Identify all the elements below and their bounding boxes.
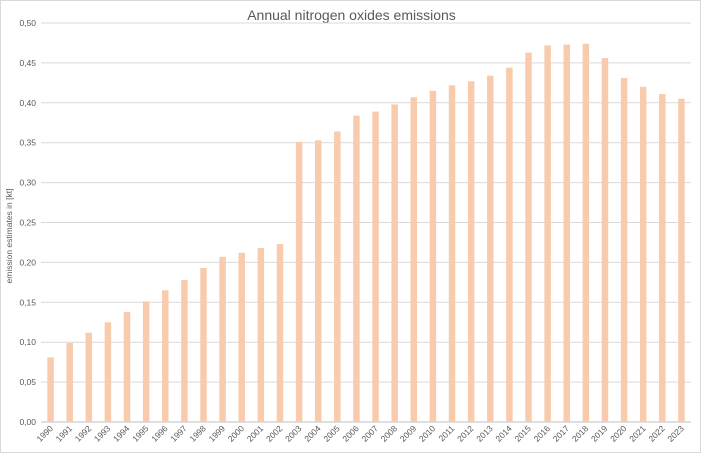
- x-axis-ticks: 1990199119921993199419951996199719981999…: [35, 423, 687, 444]
- x-tick-label: 2019: [589, 423, 610, 444]
- x-tick-label: 2004: [302, 423, 323, 444]
- bar-2008: [391, 104, 398, 422]
- y-axis-label: emission estimates in [kt]: [4, 189, 14, 284]
- bar-1994: [123, 311, 131, 422]
- x-tick-label: 2011: [436, 423, 456, 443]
- chart-title: Annual nitrogen oxides emissions: [247, 7, 456, 23]
- x-tick-label: 2016: [532, 423, 553, 444]
- bar-1995: [142, 301, 150, 422]
- y-tick-label: 0,50: [19, 18, 36, 28]
- y-tick-label: 0,20: [19, 257, 36, 267]
- x-tick-label: 2023: [665, 423, 686, 444]
- x-tick-label: 2007: [360, 423, 381, 444]
- x-tick-label: 1999: [207, 423, 228, 444]
- y-tick-label: 0,35: [19, 138, 36, 148]
- bar-2005: [334, 131, 341, 422]
- y-tick-label: 0,40: [19, 98, 36, 108]
- x-tick-label: 1998: [187, 423, 208, 444]
- x-tick-label: 2017: [551, 423, 572, 444]
- bar-2000: [238, 252, 245, 422]
- x-tick-label: 1995: [130, 423, 151, 444]
- y-tick-label: 0,30: [19, 178, 36, 188]
- x-tick-label: 1997: [168, 423, 189, 444]
- x-tick-label: 2009: [398, 423, 419, 444]
- x-tick-label: 1992: [73, 423, 94, 444]
- x-tick-label: 2001: [245, 423, 266, 444]
- y-tick-label: 0,05: [19, 377, 36, 387]
- x-tick-label: 2010: [417, 423, 438, 444]
- bar-2006: [353, 115, 360, 423]
- x-tick-label: 2014: [493, 423, 514, 444]
- bar-1997: [181, 279, 188, 422]
- bar-2020: [620, 78, 628, 422]
- x-tick-label: 2000: [226, 423, 247, 444]
- x-tick-label: 2006: [340, 423, 361, 444]
- bar-2007: [372, 111, 379, 422]
- x-tick-label: 2021: [627, 423, 648, 444]
- x-tick-label: 2020: [608, 423, 629, 444]
- x-tick-label: 1994: [111, 423, 132, 444]
- x-tick-label: 1990: [35, 423, 56, 444]
- y-tick-label: 0,25: [19, 218, 36, 228]
- x-tick-label: 1991: [54, 423, 75, 444]
- bar-2023: [678, 98, 685, 422]
- gridlines: [41, 22, 691, 423]
- x-tick-label: 2012: [455, 423, 476, 444]
- bar-1990: [47, 357, 54, 422]
- y-tick-label: 0,00: [19, 417, 36, 427]
- x-tick-label: 2018: [570, 423, 591, 444]
- x-tick-label: 2008: [379, 423, 400, 444]
- bar-2019: [601, 58, 609, 422]
- bar-1999: [219, 256, 226, 422]
- x-tick-label: 1996: [149, 423, 170, 444]
- x-tick-label: 1993: [92, 423, 113, 444]
- bar-2009: [410, 97, 418, 423]
- bars: [47, 43, 685, 423]
- x-tick-label: 2022: [646, 423, 667, 444]
- x-tick-label: 2005: [321, 423, 342, 444]
- bar-2010: [429, 90, 437, 422]
- bar-2015: [525, 52, 532, 422]
- bar-2022: [659, 94, 666, 422]
- bar-1992: [85, 332, 93, 422]
- bar-1991: [66, 342, 73, 422]
- bar-2001: [257, 248, 265, 422]
- y-tick-label: 0,45: [19, 58, 36, 68]
- bar-1998: [200, 267, 207, 422]
- bar-2018: [582, 43, 590, 423]
- x-tick-label: 2002: [264, 423, 285, 444]
- y-axis-ticks: 0,00 0,05 0,10 0,15 0,20 0,25 0,30 0,35 0,40 0,45…: [19, 18, 36, 427]
- bar-2002: [276, 244, 284, 422]
- bar-1993: [104, 322, 112, 422]
- bar-2014: [506, 67, 513, 423]
- x-tick-label: 2013: [474, 423, 495, 444]
- x-tick-label: 2015: [512, 423, 533, 444]
- bar-2012: [467, 81, 475, 422]
- bar-2011: [448, 85, 456, 422]
- x-tick-label: 2003: [283, 423, 304, 444]
- bar-2017: [563, 44, 570, 423]
- y-tick-label: 0,15: [19, 297, 36, 307]
- bar-2004: [314, 140, 322, 422]
- bar-2013: [487, 75, 494, 422]
- bar-1996: [162, 290, 169, 422]
- bar-2016: [544, 45, 551, 423]
- bar-2003: [295, 141, 303, 423]
- y-tick-label: 0,10: [19, 337, 36, 347]
- bar-2021: [639, 86, 647, 422]
